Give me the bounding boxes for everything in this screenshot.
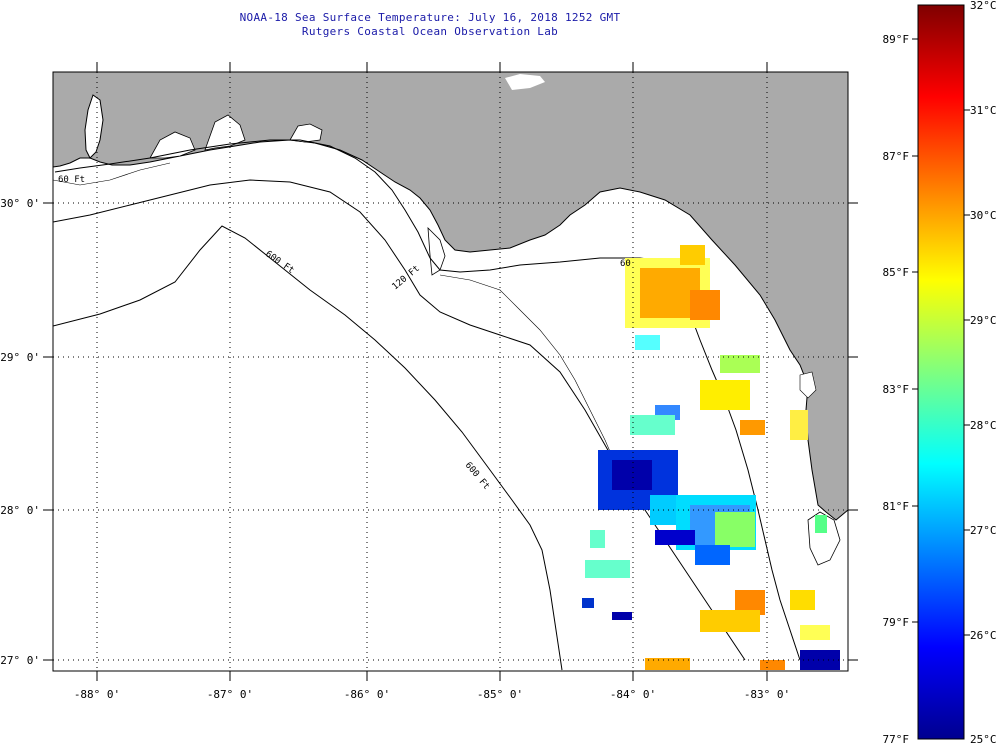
colorbar-f-label: 85°F xyxy=(883,266,910,279)
colorbar-f-label: 77°F xyxy=(883,733,910,746)
map-frame xyxy=(52,71,849,672)
cloud-patch xyxy=(505,74,545,90)
colorbar-c-label: 32°C xyxy=(970,0,997,12)
colorbar xyxy=(917,4,965,740)
contour-label-60: 60 xyxy=(620,259,631,269)
colorbar-f-label: 83°F xyxy=(883,383,910,396)
sst-swath xyxy=(582,245,840,670)
colorbar-f-label: 81°F xyxy=(883,500,910,513)
colorbar-ticks xyxy=(912,38,970,636)
west-bay xyxy=(289,123,323,143)
colorbar-c-label: 25°C xyxy=(970,733,997,746)
lat-label: 27° 0' xyxy=(0,654,40,667)
colorbar-c-label: 26°C xyxy=(970,629,997,642)
lon-label: -87° 0' xyxy=(207,688,253,701)
colorbar-c-label: 31°C xyxy=(970,104,997,117)
lat-label: 29° 0' xyxy=(0,351,40,364)
lon-label: -85° 0' xyxy=(477,688,523,701)
colorbar-f-label: 79°F xyxy=(883,616,910,629)
colorbar-c-label: 30°C xyxy=(970,209,997,222)
axis-ticks xyxy=(43,62,858,681)
lon-label: -83° 0' xyxy=(744,688,790,701)
colorbar-f-label: 87°F xyxy=(883,150,910,163)
lon-label: -84° 0' xyxy=(610,688,656,701)
map-subtitle: Rutgers Coastal Ocean Observation Lab xyxy=(301,25,559,38)
lat-label: 28° 0' xyxy=(0,504,40,517)
colorbar-f-label: 89°F xyxy=(883,33,910,46)
contour-60ft xyxy=(54,139,801,661)
contour-600ft xyxy=(53,225,563,671)
choctaw-bay xyxy=(204,114,246,151)
lake xyxy=(799,371,817,399)
colorbar-c-label: 29°C xyxy=(970,314,997,327)
contour-label-60ft: 60 Ft xyxy=(58,175,85,185)
colorbar-c-label: 27°C xyxy=(970,524,997,537)
coastline-detail xyxy=(53,162,619,471)
mobile-bay xyxy=(84,94,104,159)
lat-label: 30° 0' xyxy=(0,197,40,210)
lon-label: -86° 0' xyxy=(344,688,390,701)
map-title: NOAA-18 Sea Surface Temperature: July 16… xyxy=(239,11,621,24)
lon-label: -88° 0' xyxy=(74,688,120,701)
colorbar-c-label: 28°C xyxy=(970,419,997,432)
